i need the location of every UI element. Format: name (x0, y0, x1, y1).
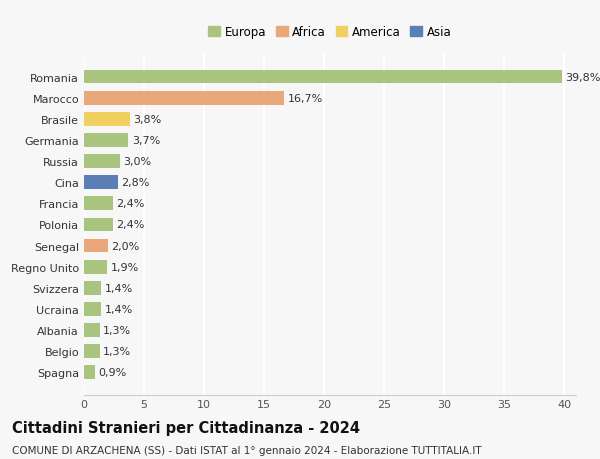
Text: 2,0%: 2,0% (112, 241, 140, 251)
Legend: Europa, Africa, America, Asia: Europa, Africa, America, Asia (205, 22, 455, 42)
Bar (84, 239, 108, 253)
Text: Cittadini Stranieri per Cittadinanza - 2024: Cittadini Stranieri per Cittadinanza - 2… (12, 420, 360, 435)
Bar (84, 112, 130, 126)
Text: 2,4%: 2,4% (116, 199, 145, 209)
Bar (84, 155, 120, 168)
Text: 39,8%: 39,8% (565, 73, 600, 82)
Text: 2,4%: 2,4% (116, 220, 145, 230)
Text: 3,7%: 3,7% (132, 135, 160, 146)
Text: 3,0%: 3,0% (124, 157, 152, 167)
Bar (84, 218, 113, 232)
Bar (84, 324, 100, 337)
Bar (84, 197, 113, 211)
Bar (84, 176, 118, 190)
Bar (84, 281, 101, 295)
Text: 1,4%: 1,4% (104, 283, 133, 293)
Text: 1,3%: 1,3% (103, 325, 131, 335)
Text: 1,9%: 1,9% (110, 262, 139, 272)
Text: 1,3%: 1,3% (103, 347, 131, 356)
Bar (84, 134, 128, 147)
Text: 16,7%: 16,7% (288, 94, 323, 103)
Bar (84, 302, 101, 316)
Text: 0,9%: 0,9% (98, 368, 127, 377)
Text: 2,8%: 2,8% (121, 178, 149, 188)
Bar (84, 92, 284, 105)
Bar (84, 260, 107, 274)
Bar (84, 71, 562, 84)
Text: 3,8%: 3,8% (133, 115, 161, 124)
Bar (84, 345, 100, 358)
Bar (84, 366, 95, 379)
Text: COMUNE DI ARZACHENA (SS) - Dati ISTAT al 1° gennaio 2024 - Elaborazione TUTTITAL: COMUNE DI ARZACHENA (SS) - Dati ISTAT al… (12, 445, 482, 455)
Text: 1,4%: 1,4% (104, 304, 133, 314)
